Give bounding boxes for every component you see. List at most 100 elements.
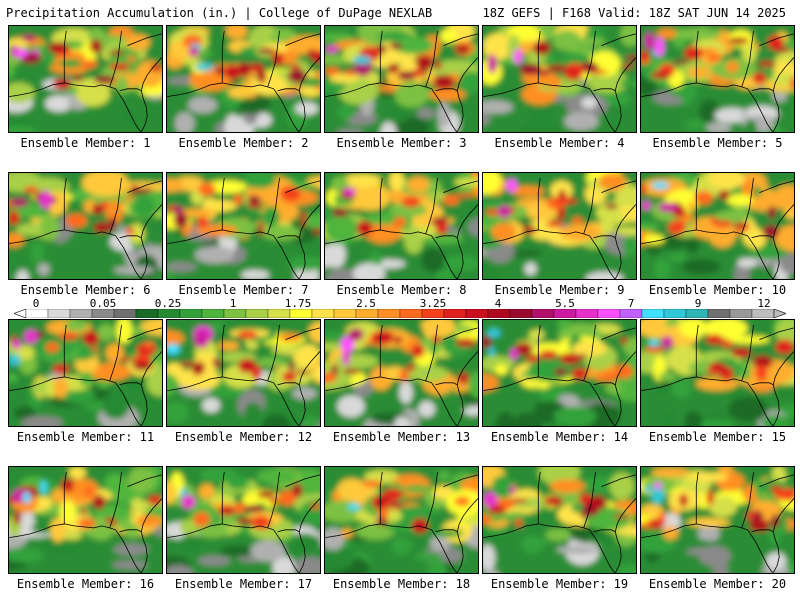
coastline-outline — [325, 177, 478, 279]
colorbar-swatch — [487, 309, 511, 318]
precipitation-field — [167, 26, 320, 132]
colorbar-tick-label: 7 — [627, 297, 635, 310]
ensemble-member-map — [8, 172, 163, 280]
colorbar-swatch — [245, 309, 269, 318]
colorbar-max-arrow — [773, 309, 786, 318]
colorbar-tick-label: 12 — [757, 297, 771, 310]
ensemble-member-label: Ensemble Member: 1 — [20, 136, 151, 150]
colorbar-swatch — [47, 309, 71, 318]
colorbar-swatch — [685, 309, 709, 318]
colorbar-swatch — [707, 309, 731, 318]
ensemble-member-label: Ensemble Member: 4 — [494, 136, 625, 150]
colorbar-tick-label: 1.75 — [284, 297, 312, 310]
coastline-outline — [9, 471, 162, 573]
coastline-outline — [167, 471, 320, 573]
ensemble-member-map — [324, 319, 479, 427]
colorbar-tick-label: 3.25 — [419, 297, 447, 310]
coastline-outline — [483, 30, 636, 132]
ensemble-member-label: Ensemble Member: 8 — [336, 283, 467, 297]
ensemble-member-label: Ensemble Member: 17 — [174, 577, 313, 591]
colorbar-swatch — [355, 309, 379, 318]
colorbar-swatch — [69, 309, 93, 318]
ensemble-member-label: Ensemble Member: 10 — [648, 283, 787, 297]
ensemble-member-map — [482, 25, 637, 133]
colorbar-swatch — [641, 309, 665, 318]
colorbar-swatch — [531, 309, 555, 318]
colorbar-swatch — [751, 309, 775, 318]
precipitation-field — [325, 26, 478, 132]
ensemble-member-map — [8, 466, 163, 574]
ensemble-member-map — [640, 172, 795, 280]
colorbar-swatch — [377, 309, 401, 318]
colorbar-tick-label: 5.5 — [555, 297, 575, 310]
coastline-outline — [9, 177, 162, 279]
colorbar-swatch — [91, 309, 115, 318]
colorbar-swatch — [135, 309, 159, 318]
colorbar-swatch — [399, 309, 423, 318]
colorbar-tick-label: 2.5 — [356, 297, 376, 310]
colorbar-tick-label: 0.05 — [89, 297, 117, 310]
ensemble-member-map — [166, 25, 321, 133]
ensemble-member-map — [482, 319, 637, 427]
ensemble-member-map — [640, 319, 795, 427]
precipitation-field — [641, 173, 794, 279]
valid-time-label: 18Z GEFS | F168 Valid: 18Z SAT JUN 14 20… — [482, 6, 786, 20]
ensemble-member-map — [8, 25, 163, 133]
colorbar-tick-label: 0 — [32, 297, 40, 310]
coastline-outline — [325, 30, 478, 132]
ensemble-member-map — [482, 172, 637, 280]
ensemble-member-label: Ensemble Member: 7 — [178, 283, 309, 297]
colorbar-swatch — [223, 309, 247, 318]
ensemble-member-label: Ensemble Member: 12 — [174, 430, 313, 444]
precipitation-field — [9, 320, 162, 426]
ensemble-member-map — [324, 25, 479, 133]
precipitation-field — [483, 467, 636, 573]
coastline-outline — [641, 30, 794, 132]
colorbar-swatch — [575, 309, 599, 318]
precipitation-colorbar — [14, 309, 786, 318]
ensemble-member-label: Ensemble Member: 15 — [648, 430, 787, 444]
ensemble-member-map — [324, 172, 479, 280]
ensemble-member-label: Ensemble Member: 5 — [652, 136, 783, 150]
colorbar-min-arrow — [14, 309, 27, 318]
coastline-outline — [641, 324, 794, 426]
coastline-outline — [483, 324, 636, 426]
coastline-outline — [167, 324, 320, 426]
ensemble-member-map — [482, 466, 637, 574]
ensemble-member-label: Ensemble Member: 3 — [336, 136, 467, 150]
coastline-outline — [325, 324, 478, 426]
ensemble-member-map — [166, 466, 321, 574]
colorbar-swatch — [201, 309, 225, 318]
precipitation-field — [483, 26, 636, 132]
colorbar-swatch — [311, 309, 335, 318]
ensemble-member-map — [166, 319, 321, 427]
precipitation-field — [325, 320, 478, 426]
ensemble-member-label: Ensemble Member: 13 — [332, 430, 471, 444]
ensemble-member-map — [640, 25, 795, 133]
coastline-outline — [325, 471, 478, 573]
precipitation-field — [9, 26, 162, 132]
map-title: Precipitation Accumulation (in.) | Colle… — [6, 6, 433, 20]
precipitation-field — [325, 467, 478, 573]
ensemble-member-label: Ensemble Member: 2 — [178, 136, 309, 150]
ensemble-member-map — [324, 466, 479, 574]
precipitation-field — [167, 173, 320, 279]
colorbar-swatch — [509, 309, 533, 318]
ensemble-member-label: Ensemble Member: 6 — [20, 283, 151, 297]
coastline-outline — [167, 30, 320, 132]
coastline-outline — [641, 177, 794, 279]
ensemble-member-label: Ensemble Member: 18 — [332, 577, 471, 591]
ensemble-member-map — [166, 172, 321, 280]
colorbar-swatch — [597, 309, 621, 318]
coastline-outline — [483, 471, 636, 573]
ensemble-member-map — [640, 466, 795, 574]
precipitation-field — [641, 320, 794, 426]
colorbar-swatch — [289, 309, 313, 318]
colorbar-tick-label: 0.25 — [154, 297, 182, 310]
ensemble-member-map — [8, 319, 163, 427]
colorbar-swatch — [421, 309, 445, 318]
colorbar-swatch — [157, 309, 181, 318]
ensemble-member-label: Ensemble Member: 20 — [648, 577, 787, 591]
colorbar-swatch — [443, 309, 467, 318]
coastline-outline — [9, 324, 162, 426]
